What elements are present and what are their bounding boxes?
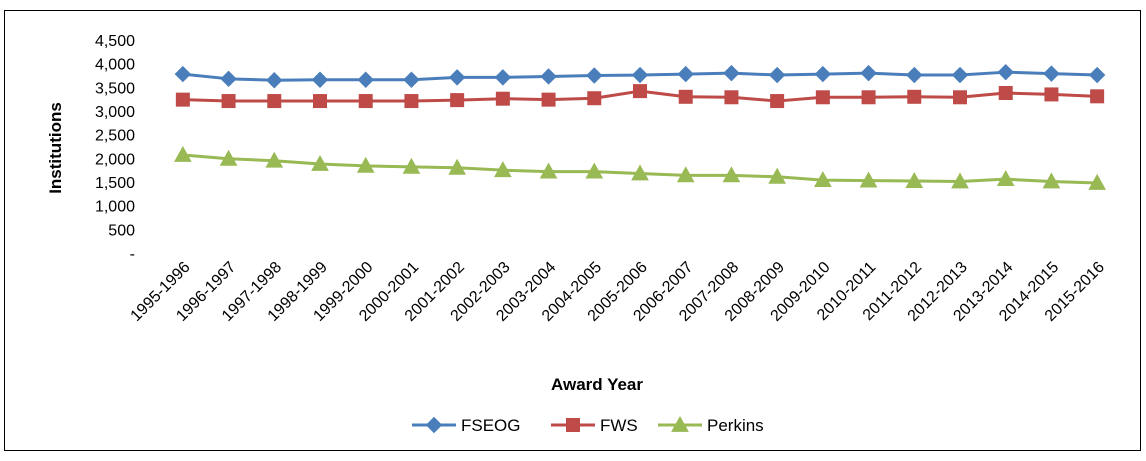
data-point-fws bbox=[404, 94, 419, 109]
data-point-perkins bbox=[631, 164, 649, 181]
data-point-fseog bbox=[860, 64, 877, 82]
data-point-fws bbox=[633, 84, 647, 99]
legend-label-fws: FWS bbox=[600, 416, 638, 435]
data-point-perkins bbox=[219, 149, 238, 166]
data-point-perkins bbox=[951, 172, 969, 189]
data-point-fseog bbox=[266, 72, 283, 89]
data-point-perkins bbox=[905, 172, 924, 188]
data-point-fseog bbox=[403, 71, 420, 88]
data-point-fws bbox=[678, 89, 693, 104]
data-point-fseog bbox=[357, 71, 374, 88]
series-layer bbox=[174, 63, 1106, 190]
data-point-fseog bbox=[540, 68, 557, 85]
data-point-perkins bbox=[174, 145, 192, 162]
data-point-perkins bbox=[402, 157, 421, 174]
y-tick-label: 1,000 bbox=[95, 199, 135, 216]
data-point-fws bbox=[313, 94, 327, 109]
data-point-fws bbox=[221, 94, 236, 109]
y-tick-labels: - 500 1,000 1,500 2,000 2,500 3,000 3,500 4,000 4… bbox=[95, 33, 135, 263]
y-tick-label: 2,000 bbox=[95, 151, 135, 168]
data-point-fseog bbox=[997, 63, 1014, 81]
data-point-fseog bbox=[311, 71, 329, 88]
data-point-fws bbox=[175, 92, 190, 107]
data-point-fws bbox=[587, 91, 602, 106]
data-point-fws bbox=[953, 90, 967, 105]
data-point-perkins bbox=[356, 156, 375, 173]
legend: FSEOG FWS Perkins bbox=[412, 415, 764, 435]
data-point-fseog bbox=[906, 66, 923, 84]
data-point-fseog bbox=[723, 64, 740, 82]
y-tick-label: 3,000 bbox=[95, 104, 135, 121]
data-point-fseog bbox=[174, 65, 192, 83]
data-point-fws bbox=[1090, 89, 1105, 104]
data-point-fws bbox=[358, 94, 373, 109]
data-point-perkins bbox=[676, 166, 695, 183]
y-tick-label: - bbox=[130, 246, 135, 263]
data-point-fws bbox=[541, 92, 556, 107]
data-point-fseog bbox=[951, 66, 969, 84]
data-point-perkins bbox=[1088, 173, 1106, 190]
legend-label-perkins: Perkins bbox=[707, 416, 764, 435]
data-point-fseog bbox=[220, 70, 237, 88]
data-point-fseog bbox=[448, 69, 466, 86]
data-point-perkins bbox=[859, 171, 878, 188]
data-point-fseog bbox=[631, 66, 649, 84]
data-point-perkins bbox=[814, 171, 832, 188]
y-tick-label: 500 bbox=[108, 222, 135, 239]
data-point-fseog bbox=[1043, 65, 1060, 82]
data-point-perkins bbox=[768, 167, 786, 184]
data-point-fseog bbox=[814, 65, 832, 83]
legend-marker-fseog bbox=[425, 416, 443, 434]
y-axis-title-group: Institutions bbox=[46, 102, 65, 194]
data-point-fws bbox=[267, 94, 282, 109]
data-point-fws bbox=[861, 90, 876, 105]
data-point-fseog bbox=[768, 66, 786, 84]
data-point-perkins bbox=[494, 161, 512, 178]
data-point-perkins bbox=[1042, 172, 1061, 189]
legend-label-fseog: FSEOG bbox=[461, 416, 521, 435]
data-point-fws bbox=[724, 90, 739, 105]
y-tick-label: 2,500 bbox=[95, 128, 135, 145]
data-point-perkins bbox=[539, 162, 558, 179]
data-point-fseog bbox=[586, 67, 603, 84]
data-point-fws bbox=[450, 93, 465, 108]
legend-marker-fws bbox=[566, 418, 580, 432]
data-point-fseog bbox=[494, 69, 512, 86]
chart-border bbox=[4, 10, 1141, 451]
data-point-perkins bbox=[265, 151, 284, 168]
data-point-fws bbox=[815, 90, 830, 105]
data-point-fws bbox=[998, 86, 1013, 101]
x-axis-title: Award Year bbox=[551, 375, 643, 394]
y-tick-label: 4,500 bbox=[95, 33, 135, 50]
data-point-perkins bbox=[311, 154, 329, 171]
data-point-fws bbox=[770, 94, 785, 109]
data-point-fseog bbox=[1088, 66, 1106, 84]
legend-marker-perkins bbox=[671, 415, 689, 432]
data-point-perkins bbox=[996, 170, 1015, 187]
data-point-fseog bbox=[677, 65, 694, 83]
data-point-perkins bbox=[585, 162, 604, 179]
data-point-perkins bbox=[448, 158, 466, 175]
y-tick-label: 1,500 bbox=[95, 175, 135, 192]
data-point-fws bbox=[495, 91, 510, 106]
data-point-fws bbox=[1044, 87, 1059, 102]
data-point-fws bbox=[907, 89, 922, 104]
y-tick-label: 4,000 bbox=[95, 57, 135, 74]
y-tick-label: 3,500 bbox=[95, 80, 135, 97]
data-point-perkins bbox=[722, 166, 741, 183]
y-axis-title: Institutions bbox=[46, 102, 65, 194]
